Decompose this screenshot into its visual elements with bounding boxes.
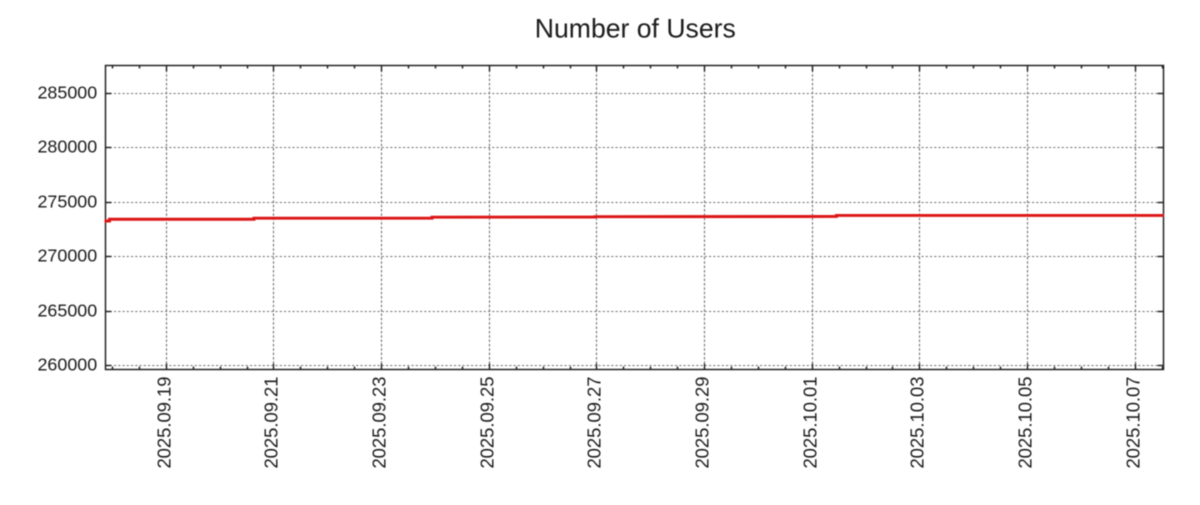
svg-text:270000: 270000 xyxy=(37,246,97,266)
svg-text:2025.10.07: 2025.10.07 xyxy=(1123,377,1144,469)
svg-text:Number of Users: Number of Users xyxy=(535,14,736,44)
svg-text:260000: 260000 xyxy=(37,355,97,375)
svg-text:285000: 285000 xyxy=(37,83,97,103)
svg-text:275000: 275000 xyxy=(37,192,97,212)
svg-text:280000: 280000 xyxy=(37,137,97,157)
svg-text:2025.10.03: 2025.10.03 xyxy=(907,377,928,469)
svg-text:2025.10.05: 2025.10.05 xyxy=(1015,377,1036,469)
svg-text:265000: 265000 xyxy=(37,301,97,321)
svg-text:2025.09.27: 2025.09.27 xyxy=(584,377,605,469)
svg-text:2025.09.23: 2025.09.23 xyxy=(369,377,390,469)
svg-text:2025.10.01: 2025.10.01 xyxy=(800,377,821,469)
svg-text:2025.09.19: 2025.09.19 xyxy=(154,377,175,469)
svg-text:2025.09.21: 2025.09.21 xyxy=(261,377,282,469)
svg-text:2025.09.25: 2025.09.25 xyxy=(477,377,498,469)
svg-text:2025.09.29: 2025.09.29 xyxy=(692,377,713,469)
